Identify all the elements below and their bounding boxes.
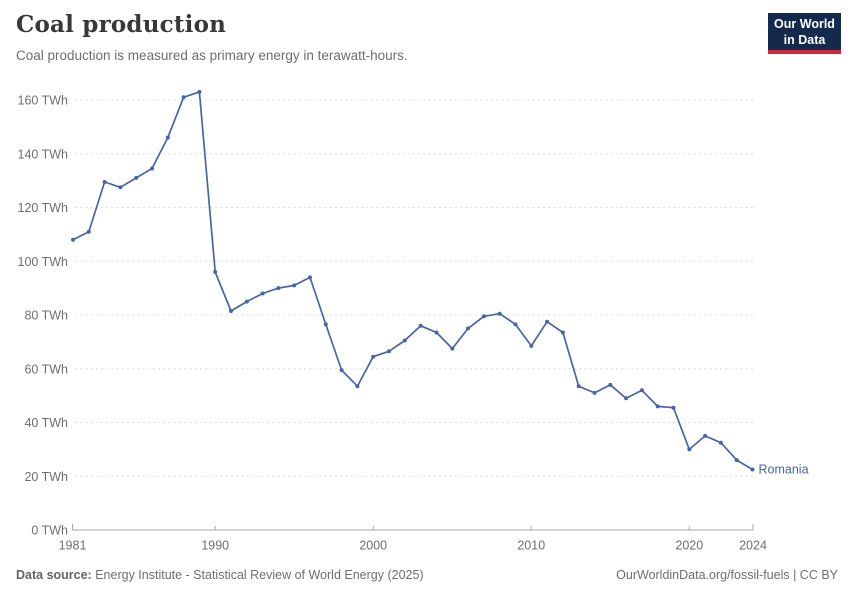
data-point bbox=[434, 330, 439, 335]
data-point bbox=[608, 382, 613, 387]
owid-logo[interactable]: Our World in Data bbox=[768, 13, 841, 54]
data-point bbox=[339, 368, 344, 373]
data-point bbox=[592, 390, 597, 395]
data-point bbox=[639, 388, 644, 393]
data-point bbox=[481, 314, 486, 319]
data-point bbox=[355, 384, 360, 389]
plot-area[interactable] bbox=[75, 90, 753, 530]
y-axis-label: 160 TWh bbox=[18, 94, 69, 108]
data-point bbox=[450, 346, 455, 351]
data-point bbox=[671, 405, 676, 410]
data-point bbox=[418, 323, 423, 328]
chart-header: Coal production Coal production is measu… bbox=[16, 10, 755, 64]
series-line-romania bbox=[72, 91, 753, 471]
chart-footer: Data source: Energy Institute - Statisti… bbox=[16, 567, 838, 583]
x-axis-label: 2020 bbox=[675, 539, 703, 553]
data-point bbox=[466, 326, 471, 331]
data-point bbox=[576, 384, 581, 389]
y-axis-label: 100 TWh bbox=[18, 255, 69, 269]
data-point bbox=[71, 237, 75, 242]
data-source-note: Data source: Energy Institute - Statisti… bbox=[16, 567, 424, 583]
data-point bbox=[687, 447, 692, 452]
data-point bbox=[624, 396, 629, 401]
y-axis-label: 80 TWh bbox=[24, 309, 68, 323]
data-point bbox=[387, 349, 391, 354]
owid-url[interactable]: OurWorldinData.org/fossil-fuels | CC BY bbox=[616, 568, 838, 582]
data-point bbox=[560, 330, 565, 335]
data-point bbox=[197, 89, 202, 94]
y-axis-label: 0 TWh bbox=[31, 524, 68, 538]
y-axis-label: 120 TWh bbox=[18, 201, 69, 215]
data-point bbox=[213, 270, 218, 274]
data-point bbox=[244, 299, 249, 304]
y-axis-label: 60 TWh bbox=[24, 362, 68, 376]
owid-logo-line1: Our World bbox=[774, 17, 835, 31]
x-axis-label: 1981 bbox=[59, 539, 87, 553]
data-point bbox=[323, 322, 328, 327]
data-point bbox=[718, 440, 723, 445]
data-point bbox=[402, 338, 407, 343]
data-point bbox=[276, 286, 281, 291]
data-point bbox=[750, 467, 755, 472]
x-axis-label: 2024 bbox=[739, 539, 767, 553]
data-point bbox=[655, 404, 660, 409]
y-axis-label: 140 TWh bbox=[18, 147, 69, 161]
data-point bbox=[229, 309, 233, 313]
page-title: Coal production bbox=[16, 11, 227, 38]
data-point bbox=[134, 175, 139, 180]
owid-logo-line2: in Data bbox=[783, 33, 826, 47]
y-axis-label: 40 TWh bbox=[24, 416, 68, 430]
data-point bbox=[371, 354, 376, 359]
data-point bbox=[292, 283, 297, 288]
data-point bbox=[150, 166, 154, 171]
data-point bbox=[734, 458, 739, 463]
data-point bbox=[118, 185, 123, 190]
x-axis-label: 2010 bbox=[517, 539, 545, 553]
data-point bbox=[513, 322, 518, 327]
data-point bbox=[260, 291, 265, 296]
y-axis-label: 20 TWh bbox=[24, 470, 68, 484]
x-axis-label: 2000 bbox=[359, 539, 387, 553]
data-point bbox=[165, 135, 170, 140]
chart-subtitle: Coal production is measured as primary e… bbox=[16, 48, 408, 63]
x-axis-label: 1990 bbox=[201, 539, 229, 553]
data-point bbox=[181, 95, 186, 100]
data-point bbox=[86, 229, 91, 234]
data-point bbox=[545, 319, 550, 324]
series-end-label: Romania bbox=[759, 463, 809, 477]
data-point bbox=[102, 180, 107, 184]
data-source-text: Energy Institute - Statistical Review of… bbox=[95, 568, 424, 582]
data-point bbox=[529, 343, 534, 348]
data-point bbox=[308, 275, 312, 280]
data-point bbox=[703, 433, 708, 438]
data-point bbox=[497, 311, 502, 316]
data-source-label: Data source: bbox=[16, 568, 92, 582]
